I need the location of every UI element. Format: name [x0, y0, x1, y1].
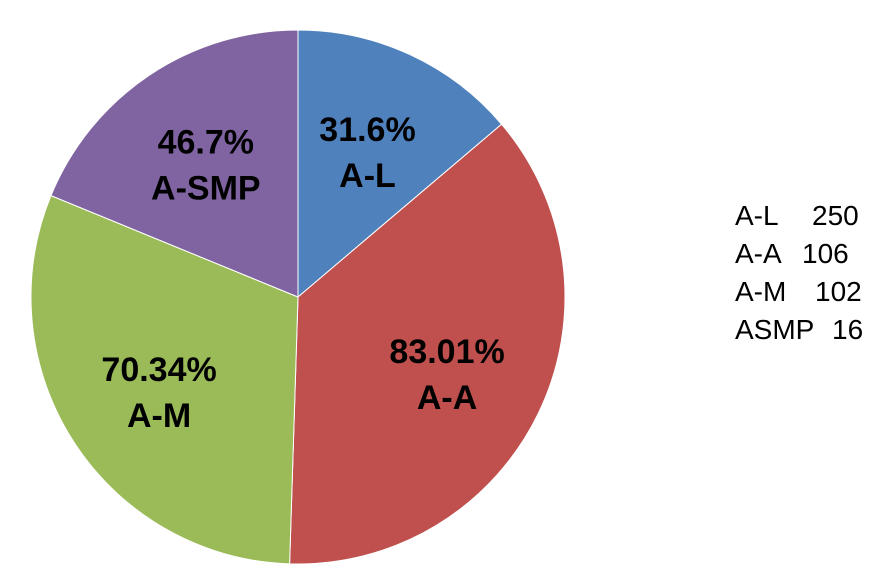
pie-slice-a-l — [297, 29, 503, 299]
pie-slice-a-m — [30, 194, 299, 565]
slice-labels: 31.6% A-L 83.01% A-A 70.34% A-M 46.7% A-SMP — [101, 111, 504, 435]
slice-name-a-m: A-M — [127, 397, 191, 435]
slice-percent-a-m: 70.34% — [101, 351, 216, 389]
note-line-a-l: A-L 250 — [735, 200, 859, 231]
pie-slice-a-a — [289, 123, 566, 565]
pie-slices — [30, 29, 566, 565]
slice-percent-a-l: 31.6% — [319, 111, 415, 149]
slice-name-a-smp: A-SMP — [151, 170, 261, 208]
slice-label-a-l: 31.6% A-L — [319, 111, 415, 195]
slice-label-a-smp: 46.7% A-SMP — [151, 124, 261, 208]
slice-percent-a-a: 83.01% — [389, 333, 504, 371]
slice-label-a-a: 83.01% A-A — [389, 333, 504, 417]
slice-label-a-m: 70.34% A-M — [101, 351, 216, 435]
pie-slice-a-smp — [50, 29, 299, 298]
slice-percent-a-smp: 46.7% — [158, 124, 254, 162]
note-line-asmp: ASMP 16 — [735, 314, 863, 345]
count-notes: A-L 250 A-A 106 A-M 102 ASMP 16 — [735, 200, 863, 345]
slice-name-a-l: A-L — [339, 157, 396, 195]
note-line-a-m: A-M 102 — [735, 276, 862, 307]
slice-name-a-a: A-A — [417, 379, 477, 417]
note-line-a-a: A-A 106 — [735, 238, 849, 269]
